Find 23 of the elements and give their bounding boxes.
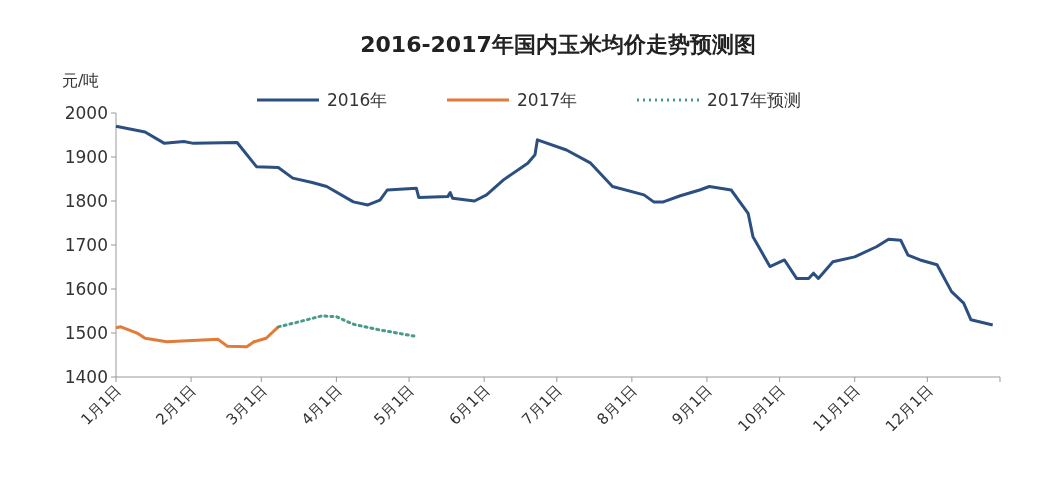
y-tick-label: 1900 [64, 147, 108, 167]
y-tick-label: 1600 [64, 279, 108, 299]
x-tick-label: 2月1日 [152, 381, 200, 429]
x-tick-label: 6月1日 [445, 381, 493, 429]
title: 2016-2017年国内玉米均价走势预测图 [360, 32, 756, 57]
x-tick-label: 5月1日 [370, 381, 418, 429]
x-tick-label: 4月1日 [297, 381, 346, 429]
y-tick-label: 2000 [64, 103, 108, 123]
y-tick-label: 1500 [64, 323, 108, 343]
y-tick-label: 1800 [64, 191, 108, 211]
y-tick-label: 1400 [64, 367, 108, 387]
x-tick-label: 7月1日 [518, 381, 566, 429]
y-tick-label: 1700 [64, 235, 108, 255]
x-tick-label: 11月1日 [809, 381, 864, 436]
x-tick-label: 3月1日 [222, 381, 271, 429]
x-tick-label: 9月1日 [668, 381, 716, 429]
legend-label: 2017年预测 [707, 90, 802, 110]
x-tick-label: 10月1日 [734, 381, 789, 436]
x-tick-label: 12月1日 [881, 381, 937, 436]
x-tick-label: 8月1日 [593, 381, 641, 429]
ylabel: 元/吨 [62, 71, 100, 90]
legend-label: 2016年 [327, 90, 388, 110]
legend-label: 2017年 [517, 90, 578, 110]
